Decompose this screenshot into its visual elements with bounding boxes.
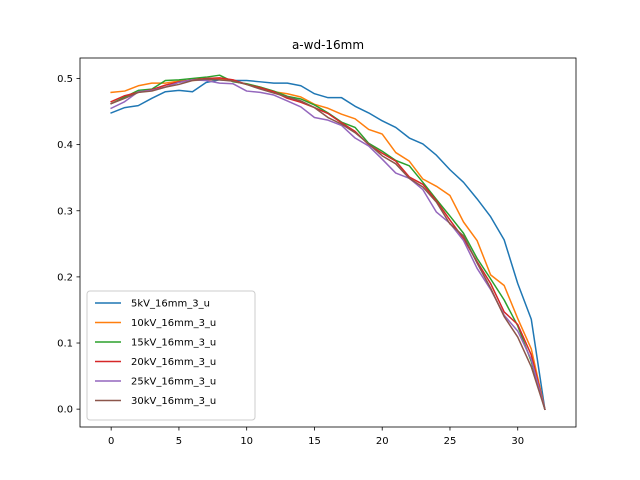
y-tick-label: 0.0 xyxy=(57,405,73,416)
x-tick-label: 10 xyxy=(240,436,253,447)
series-line-6 xyxy=(110,78,546,411)
chart-title: a-wd-16mm xyxy=(292,38,364,52)
x-tick-label: 20 xyxy=(376,436,389,447)
legend-box xyxy=(86,290,256,421)
series-group xyxy=(110,74,546,411)
legend-label: 10kV_16mm_3_u xyxy=(131,318,216,329)
series-line-1 xyxy=(110,79,546,411)
x-tick-label: 0 xyxy=(108,436,114,447)
plot-area-frame xyxy=(79,57,577,428)
y-axis: 0.0 0.1 0.2 0.3 0.4 0.5 xyxy=(57,74,80,416)
y-tick-label: 0.4 xyxy=(57,140,73,151)
x-tick-label: 25 xyxy=(444,436,457,447)
x-tick-label: 15 xyxy=(308,436,321,447)
series-line-5 xyxy=(110,79,546,411)
x-tick-label: 30 xyxy=(511,436,524,447)
legend-label: 15kV_16mm_3_u xyxy=(131,338,216,349)
legend-label: 5kV_16mm_3_u xyxy=(131,299,210,310)
y-tick-label: 0.3 xyxy=(57,206,73,217)
x-axis: 0 5 10 15 20 25 30 xyxy=(108,427,524,447)
legend: 5kV_16mm_3_u 10kV_16mm_3_u 15kV_16mm_3_u 20… xyxy=(86,290,256,421)
y-tick-label: 0.2 xyxy=(57,272,73,283)
y-tick-label: 0.5 xyxy=(57,74,73,85)
legend-label: 30kV_16mm_3_u xyxy=(131,396,216,407)
legend-label: 20kV_16mm_3_u xyxy=(131,357,216,368)
x-tick-label: 5 xyxy=(176,436,182,447)
legend-label: 25kV_16mm_3_u xyxy=(131,377,216,388)
y-tick-label: 0.1 xyxy=(57,339,73,350)
